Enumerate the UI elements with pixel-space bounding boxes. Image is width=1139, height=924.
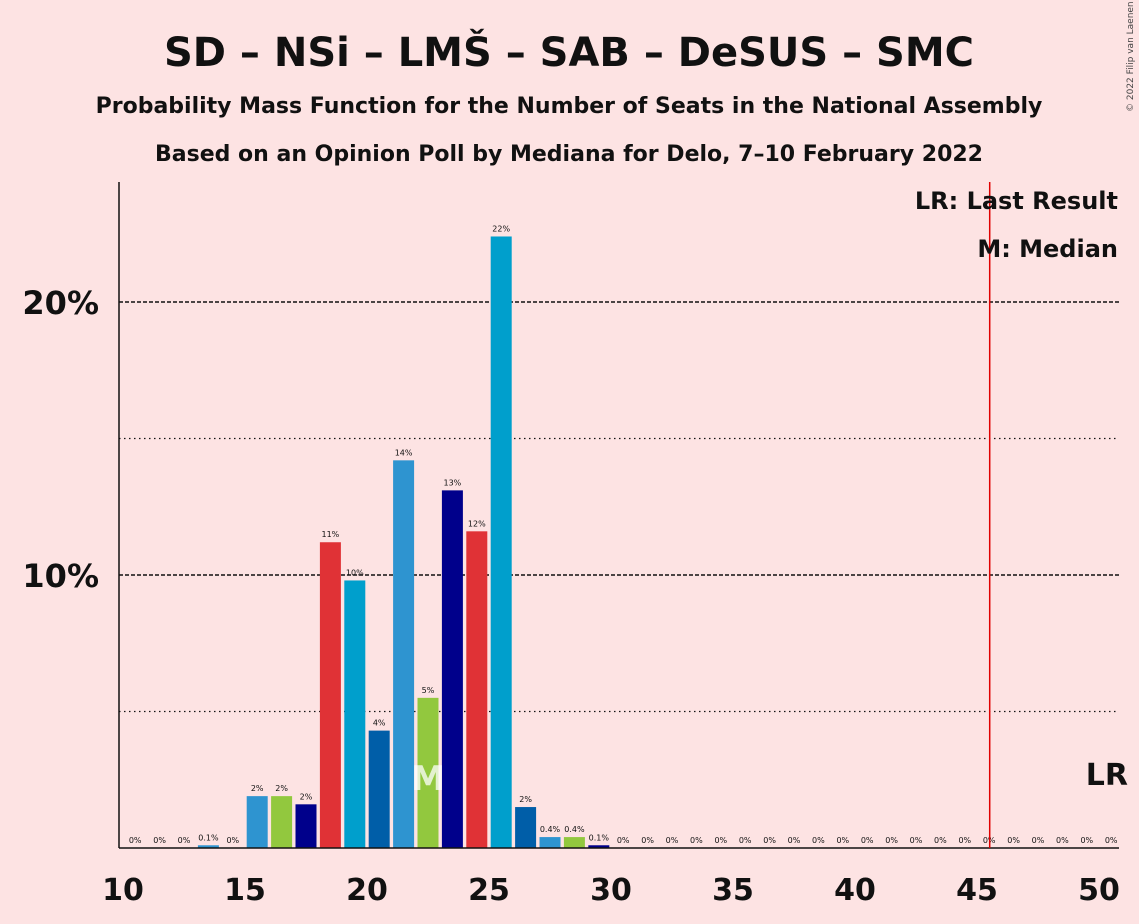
bar-label-17: 2% xyxy=(275,784,288,793)
chart-title: SD – NSi – LMŠ – SAB – DeSUS – SMC xyxy=(164,28,974,76)
bar-seats-20 xyxy=(344,580,366,848)
x-tick-label: 10 xyxy=(102,873,144,908)
bar-label-48: 0% xyxy=(1032,836,1045,845)
bar-label-34: 0% xyxy=(690,836,703,845)
x-axis-ticks: 10 15 20 25 30 35 40 45 50 xyxy=(102,873,1120,908)
chart-subtitle-1: Probability Mass Function for the Number… xyxy=(96,94,1043,119)
bar-seats-23 xyxy=(417,697,439,848)
bar-seats-27 xyxy=(515,807,537,848)
bar-label-43: 0% xyxy=(910,836,923,845)
bar-label-23: 5% xyxy=(422,686,435,695)
bar-label-18: 2% xyxy=(300,792,313,801)
x-tick-label: 45 xyxy=(956,873,998,908)
chart-subtitle-2: Based on an Opinion Poll by Mediana for … xyxy=(155,142,983,167)
bar-label-28: 0.4% xyxy=(540,825,561,834)
bar-label-12: 0% xyxy=(153,836,166,845)
bar-seats-17 xyxy=(271,796,293,848)
x-tick-label: 35 xyxy=(712,873,754,908)
y-tick-label: 10% xyxy=(22,557,99,595)
bar-label-36: 0% xyxy=(739,836,752,845)
bar-label-44: 0% xyxy=(934,836,947,845)
bar-label-35: 0% xyxy=(714,836,727,845)
bar-label-22: 14% xyxy=(395,448,413,457)
bar-label-37: 0% xyxy=(763,836,776,845)
bar-label-19: 11% xyxy=(322,530,340,539)
bar-label-38: 0% xyxy=(788,836,801,845)
bar-seats-18 xyxy=(295,804,317,848)
bar-label-26: 22% xyxy=(492,224,510,233)
bar-label-16: 2% xyxy=(251,784,264,793)
bar-label-51: 0% xyxy=(1105,836,1118,845)
bar-seats-25 xyxy=(466,531,488,848)
legend-last-result: LR: Last Result xyxy=(915,187,1118,215)
bar-label-13: 0% xyxy=(178,836,191,845)
bar-label-50: 0% xyxy=(1080,836,1093,845)
x-tick-label: 25 xyxy=(468,873,510,908)
bar-label-32: 0% xyxy=(641,836,654,845)
bar-label-27: 2% xyxy=(519,795,532,804)
bar-label-41: 0% xyxy=(861,836,874,845)
median-marker: M xyxy=(411,759,445,799)
grid-lines xyxy=(119,301,1119,713)
bar-label-42: 0% xyxy=(885,836,898,845)
last-result-marker: LR xyxy=(1086,758,1128,793)
bar-label-39: 0% xyxy=(812,836,825,845)
bar-label-30: 0.1% xyxy=(589,833,610,842)
bar-seats-29 xyxy=(563,837,585,848)
bar-label-11: 0% xyxy=(129,836,142,845)
bar-labels-group: 0% 0% 0% 0.1% 0% 2% 2% 2% 11% 10% 4% 14% 5% 13% 12% 22%… xyxy=(129,224,1118,845)
bar-seats-26 xyxy=(490,236,512,849)
bar-label-40: 0% xyxy=(836,836,849,845)
bar-label-29: 0.4% xyxy=(564,825,585,834)
x-tick-label: 20 xyxy=(346,873,388,908)
legend-median: M: Median xyxy=(977,235,1118,263)
bar-seats-24 xyxy=(441,490,463,848)
x-tick-label: 40 xyxy=(834,873,876,908)
bar-label-21: 4% xyxy=(373,719,386,728)
y-axis-ticks: 10% 20% xyxy=(22,284,99,595)
bar-label-15: 0% xyxy=(226,836,239,845)
bar-label-31: 0% xyxy=(617,836,630,845)
bar-label-20: 10% xyxy=(346,568,364,577)
bar-label-33: 0% xyxy=(666,836,679,845)
bar-seats-14 xyxy=(197,845,219,848)
bar-seats-28 xyxy=(539,837,561,848)
bar-label-25: 12% xyxy=(468,519,486,528)
bar-label-49: 0% xyxy=(1056,836,1069,845)
copyright-credit: © 2022 Filip van Laenen xyxy=(1126,1,1136,112)
bar-label-14: 0.1% xyxy=(198,833,219,842)
bar-label-24: 13% xyxy=(444,478,462,487)
bar-seats-19 xyxy=(319,542,341,848)
bar-seats-21 xyxy=(368,730,390,848)
bar-seats-22 xyxy=(393,460,415,848)
x-tick-label: 30 xyxy=(590,873,632,908)
y-tick-label: 20% xyxy=(22,284,99,322)
x-tick-label: 15 xyxy=(224,873,266,908)
bar-seats-16 xyxy=(246,796,268,848)
bar-seats-30 xyxy=(588,845,610,848)
bar-label-47: 0% xyxy=(1007,836,1020,845)
bars-group xyxy=(197,236,610,849)
x-tick-label: 50 xyxy=(1078,873,1120,908)
bar-label-45: 0% xyxy=(958,836,971,845)
